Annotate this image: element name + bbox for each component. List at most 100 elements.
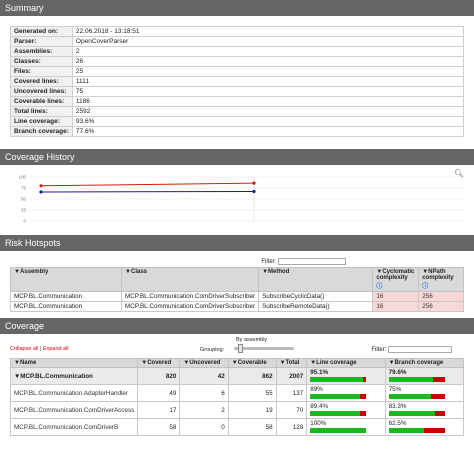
coverage-header: Coverage bbox=[0, 318, 474, 334]
row-line-coverage: 89% bbox=[306, 384, 386, 402]
row-branch-coverage: 83.3% bbox=[384, 401, 465, 419]
class-row[interactable]: MCP.BL.Communication.ComDriverAccess 17 2 1… bbox=[9, 401, 465, 419]
line-coverage-bar bbox=[310, 376, 367, 382]
summary-row: Coverable lines: 1186 bbox=[10, 96, 465, 107]
info-icon[interactable]: ⓘ bbox=[422, 284, 429, 290]
hotspot-class[interactable]: MCP.BL.Communication.ComDriverSubscriber bbox=[121, 301, 260, 312]
summary-row: Line coverage: 93.6% bbox=[10, 116, 465, 127]
coverage-filter-input[interactable] bbox=[388, 346, 452, 353]
row-coverable: 58 bbox=[227, 418, 277, 436]
summary-label: Assemblies: bbox=[10, 46, 73, 57]
summary-value: 22.06.2018 - 13:18:51 bbox=[71, 26, 465, 37]
col-uncovered[interactable]: ▼Uncovered bbox=[179, 358, 229, 368]
expand-all-link[interactable]: Expand all bbox=[42, 346, 69, 352]
summary-value: 25 bbox=[71, 66, 465, 77]
hotspots-filter-input[interactable] bbox=[278, 257, 346, 265]
summary-value: 77.6% bbox=[71, 126, 465, 137]
line-coverage-bar bbox=[310, 410, 367, 416]
summary-row: Branch coverage: 77.6% bbox=[10, 126, 465, 137]
hotspot-class[interactable]: MCP.BL.Communication.ComDriverSubscriber bbox=[121, 291, 260, 302]
hotspot-method[interactable]: SubscribeCyclicData() bbox=[258, 291, 374, 302]
row-line-coverage: 89.4% bbox=[306, 401, 386, 419]
row-name[interactable]: MCP.BL.Communication.ComDriverB bbox=[9, 418, 139, 436]
summary-row: Covered lines: 1111 bbox=[10, 76, 465, 87]
hotspot-method[interactable]: SubscribeRemoteData() bbox=[258, 301, 374, 312]
hotspot-npath: 256 bbox=[418, 301, 464, 312]
class-row[interactable]: MCP.BL.Communication.ComDriverB 58 0 58 128 1… bbox=[9, 418, 465, 436]
series-point[interactable] bbox=[252, 181, 256, 185]
row-branch-coverage: 75% bbox=[384, 384, 465, 402]
row-line-coverage: 95.1% bbox=[306, 367, 386, 385]
summary-value: 2 bbox=[71, 46, 465, 57]
row-branch-coverage: 79.6% bbox=[384, 367, 465, 385]
hotspots-section: Filter: ▼Assembly ▼Class ▼Method ▼Cyclom… bbox=[0, 251, 474, 318]
col-coverable[interactable]: ▼Coverable bbox=[227, 358, 277, 368]
summary-label: Branch coverage: bbox=[10, 126, 73, 137]
y-tick-label: 25 bbox=[21, 208, 27, 213]
row-uncovered: 6 bbox=[179, 384, 229, 402]
col-method[interactable]: ▼Method bbox=[258, 267, 374, 292]
row-covered: 58 bbox=[137, 418, 181, 436]
hotspot-row: MCP.BL.Communication MCP.BL.Communication… bbox=[9, 301, 464, 312]
series-point[interactable] bbox=[252, 189, 256, 194]
col-branch-coverage[interactable]: ▼Branch coverage bbox=[384, 358, 465, 368]
row-name[interactable]: MCP.BL.Communication.AdapterHandler bbox=[9, 384, 139, 402]
coverage-filter: Filter: bbox=[371, 346, 452, 353]
history-section: 🔍︎ 100 75 50 25 0 bbox=[0, 165, 474, 235]
summary-label: Generated on: bbox=[10, 26, 73, 37]
series-point[interactable] bbox=[39, 190, 43, 194]
y-tick-label: 0 bbox=[23, 219, 26, 224]
summary-value: 2592 bbox=[71, 106, 465, 117]
row-name[interactable]: ▼MCP.BL.Communication bbox=[9, 367, 139, 385]
col-line-coverage[interactable]: ▼Line coverage bbox=[306, 358, 386, 368]
row-covered: 820 bbox=[137, 367, 181, 385]
hotspots-filter-row: Filter: bbox=[10, 257, 464, 267]
collapse-icon[interactable]: ▼ bbox=[14, 372, 21, 380]
row-line-coverage: 100% bbox=[306, 418, 386, 436]
col-npath[interactable]: ▼NPath complexity ⓘ bbox=[418, 267, 464, 292]
y-tick-label: 75 bbox=[21, 186, 27, 191]
row-covered: 49 bbox=[137, 384, 181, 402]
row-covered: 17 bbox=[137, 401, 181, 419]
col-assembly[interactable]: ▼Assembly bbox=[9, 267, 123, 292]
series-line bbox=[40, 182, 255, 187]
summary-row: Total lines: 2592 bbox=[10, 106, 465, 117]
summary-row: Classes: 26 bbox=[10, 56, 465, 67]
branch-coverage-bar bbox=[388, 427, 445, 433]
row-total: 70 bbox=[275, 401, 308, 419]
col-name[interactable]: ▼Name bbox=[9, 358, 139, 368]
grouping-slider-thumb[interactable] bbox=[238, 344, 243, 353]
summary-label: Line coverage: bbox=[10, 116, 73, 127]
row-total: 137 bbox=[275, 384, 308, 402]
row-name[interactable]: MCP.BL.Communication.ComDriverAccess bbox=[9, 401, 139, 419]
row-coverable: 19 bbox=[227, 401, 277, 419]
hotspot-assembly: MCP.BL.Communication bbox=[9, 291, 123, 302]
summary-row: Files: 25 bbox=[10, 66, 465, 77]
coverage-section: Collapse all | Expand all By assembly Gr… bbox=[0, 334, 474, 444]
hotspots-header: Risk Hotspots bbox=[0, 235, 474, 251]
magnifier-icon[interactable]: 🔍︎ bbox=[453, 169, 464, 178]
row-coverable: 55 bbox=[227, 384, 277, 402]
summary-value: OpenCoverParser bbox=[71, 36, 465, 47]
collapse-all-link[interactable]: Collapse all bbox=[10, 346, 39, 352]
summary-label: Total lines: bbox=[10, 106, 73, 117]
hotspot-cyclomatic: 16 bbox=[372, 301, 420, 312]
col-covered[interactable]: ▼Covered bbox=[137, 358, 181, 368]
line-coverage-bar bbox=[310, 393, 367, 399]
grouping-slider-track[interactable] bbox=[234, 347, 294, 350]
series-point[interactable] bbox=[39, 184, 43, 188]
col-cyclomatic[interactable]: ▼Cyclomatic complexity ⓘ bbox=[372, 267, 420, 292]
col-class[interactable]: ▼Class bbox=[121, 267, 260, 292]
summary-table: Generated on: 22.06.2018 - 13:18:51 Parser… bbox=[10, 26, 465, 137]
branch-coverage-bar bbox=[388, 393, 445, 399]
info-icon[interactable]: ⓘ bbox=[376, 284, 383, 290]
summary-row: Generated on: 22.06.2018 - 13:18:51 bbox=[10, 26, 465, 37]
history-header: Coverage History bbox=[0, 149, 474, 165]
summary-label: Uncovered lines: bbox=[10, 86, 73, 97]
col-total[interactable]: ▼Total bbox=[275, 358, 308, 368]
class-row[interactable]: MCP.BL.Communication.AdapterHandler 49 6 55… bbox=[9, 384, 465, 402]
summary-label: Covered lines: bbox=[10, 76, 73, 87]
hotspots-table: ▼Assembly ▼Class ▼Method ▼Cyclomatic com… bbox=[9, 267, 464, 312]
assembly-row[interactable]: ▼MCP.BL.Communication 820 42 862 2007 95.1% 79… bbox=[9, 367, 465, 385]
